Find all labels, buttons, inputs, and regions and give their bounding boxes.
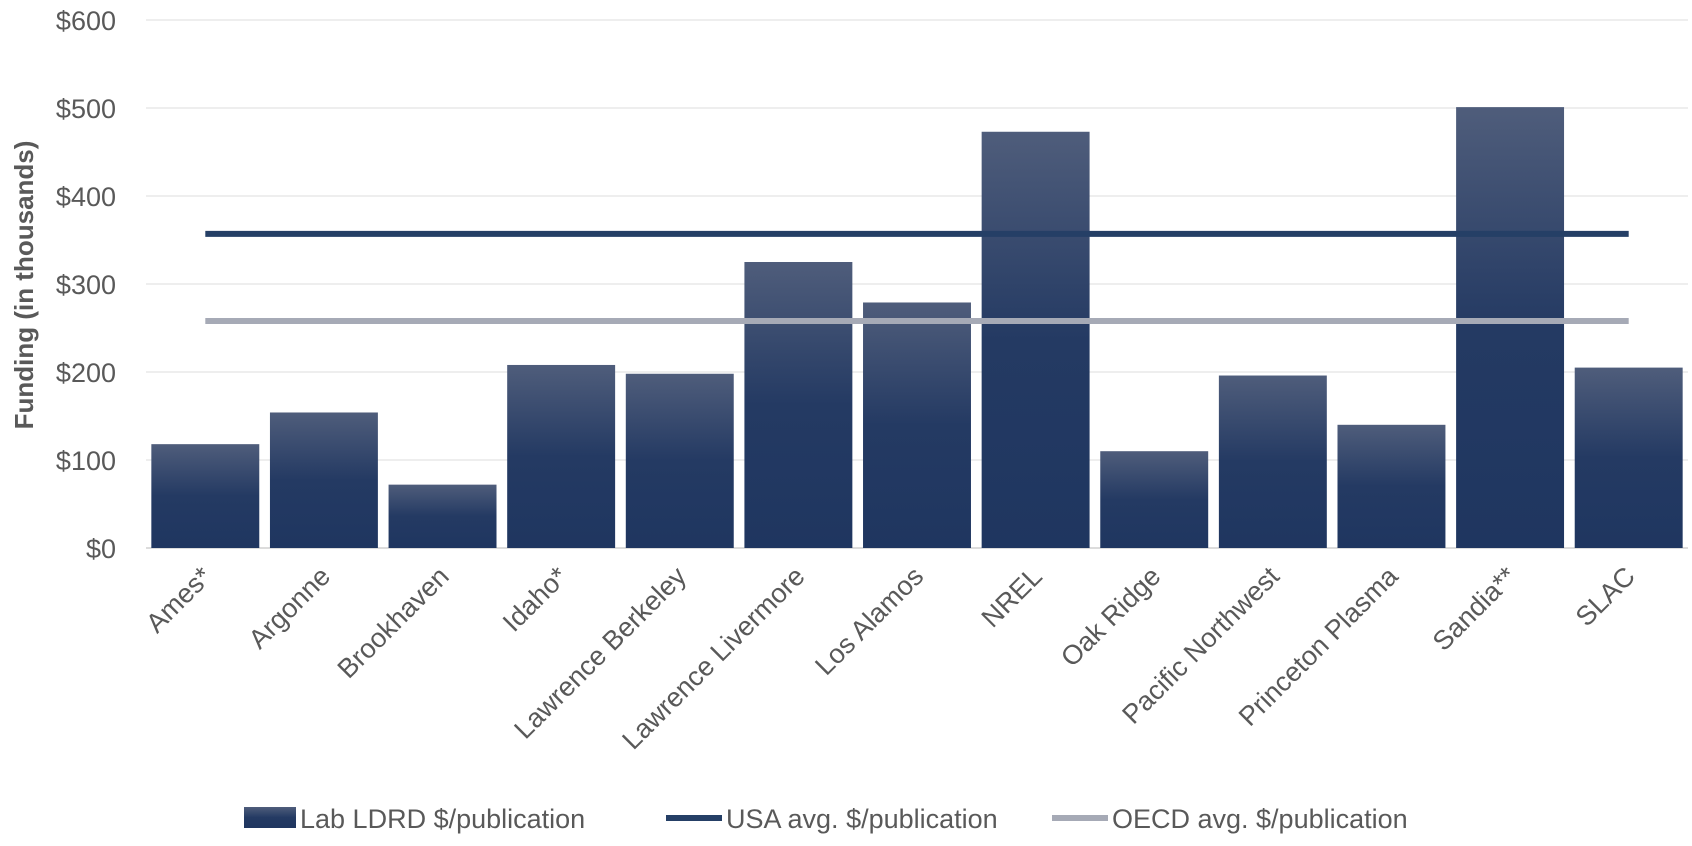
bar [269, 412, 378, 548]
x-tick-label: Idaho* [497, 561, 574, 638]
x-tick-label: Sandia** [1427, 561, 1523, 657]
bar [1100, 451, 1209, 548]
x-tick-label: Los Alamos [809, 561, 929, 681]
y-tick-label: $0 [86, 534, 116, 564]
legend-label: OECD avg. $/publication [1112, 804, 1408, 834]
legend-label: USA avg. $/publication [726, 804, 998, 834]
bar [981, 131, 1090, 548]
y-tick-label: $300 [56, 270, 116, 300]
legend: Lab LDRD $/publication USA avg. $/publica… [244, 804, 1408, 834]
y-tick-label: $500 [56, 94, 116, 124]
bar [625, 373, 734, 548]
legend-swatch-bar [244, 807, 296, 828]
x-tick-label: Oak Ridge [1055, 561, 1166, 672]
bars [151, 107, 1683, 549]
y-tick-label: $200 [56, 358, 116, 388]
bar [388, 484, 497, 548]
x-tick-label: Argonne [243, 561, 336, 654]
bar [151, 444, 260, 548]
y-tick-label: $400 [56, 182, 116, 212]
bar [1456, 107, 1565, 549]
x-tick-label: NREL [976, 561, 1048, 633]
bar [1574, 367, 1683, 548]
bar [863, 302, 971, 548]
bar [1218, 375, 1327, 548]
y-tick-label: $600 [56, 6, 116, 36]
y-axis-tick-labels: $0 $100 $200 $300 $400 $500 $600 [56, 6, 116, 564]
bar [1337, 424, 1446, 548]
x-tick-label: Brookhaven [332, 561, 455, 684]
average-lines [205, 230, 1629, 324]
legend-label: Lab LDRD $/publication [300, 804, 585, 834]
y-axis-title: Funding (in thousands) [9, 141, 39, 430]
x-tick-label: SLAC [1570, 561, 1641, 632]
x-tick-label: Ames* [140, 561, 218, 639]
y-tick-label: $100 [56, 446, 116, 476]
bar [744, 262, 853, 548]
bar [507, 364, 616, 548]
